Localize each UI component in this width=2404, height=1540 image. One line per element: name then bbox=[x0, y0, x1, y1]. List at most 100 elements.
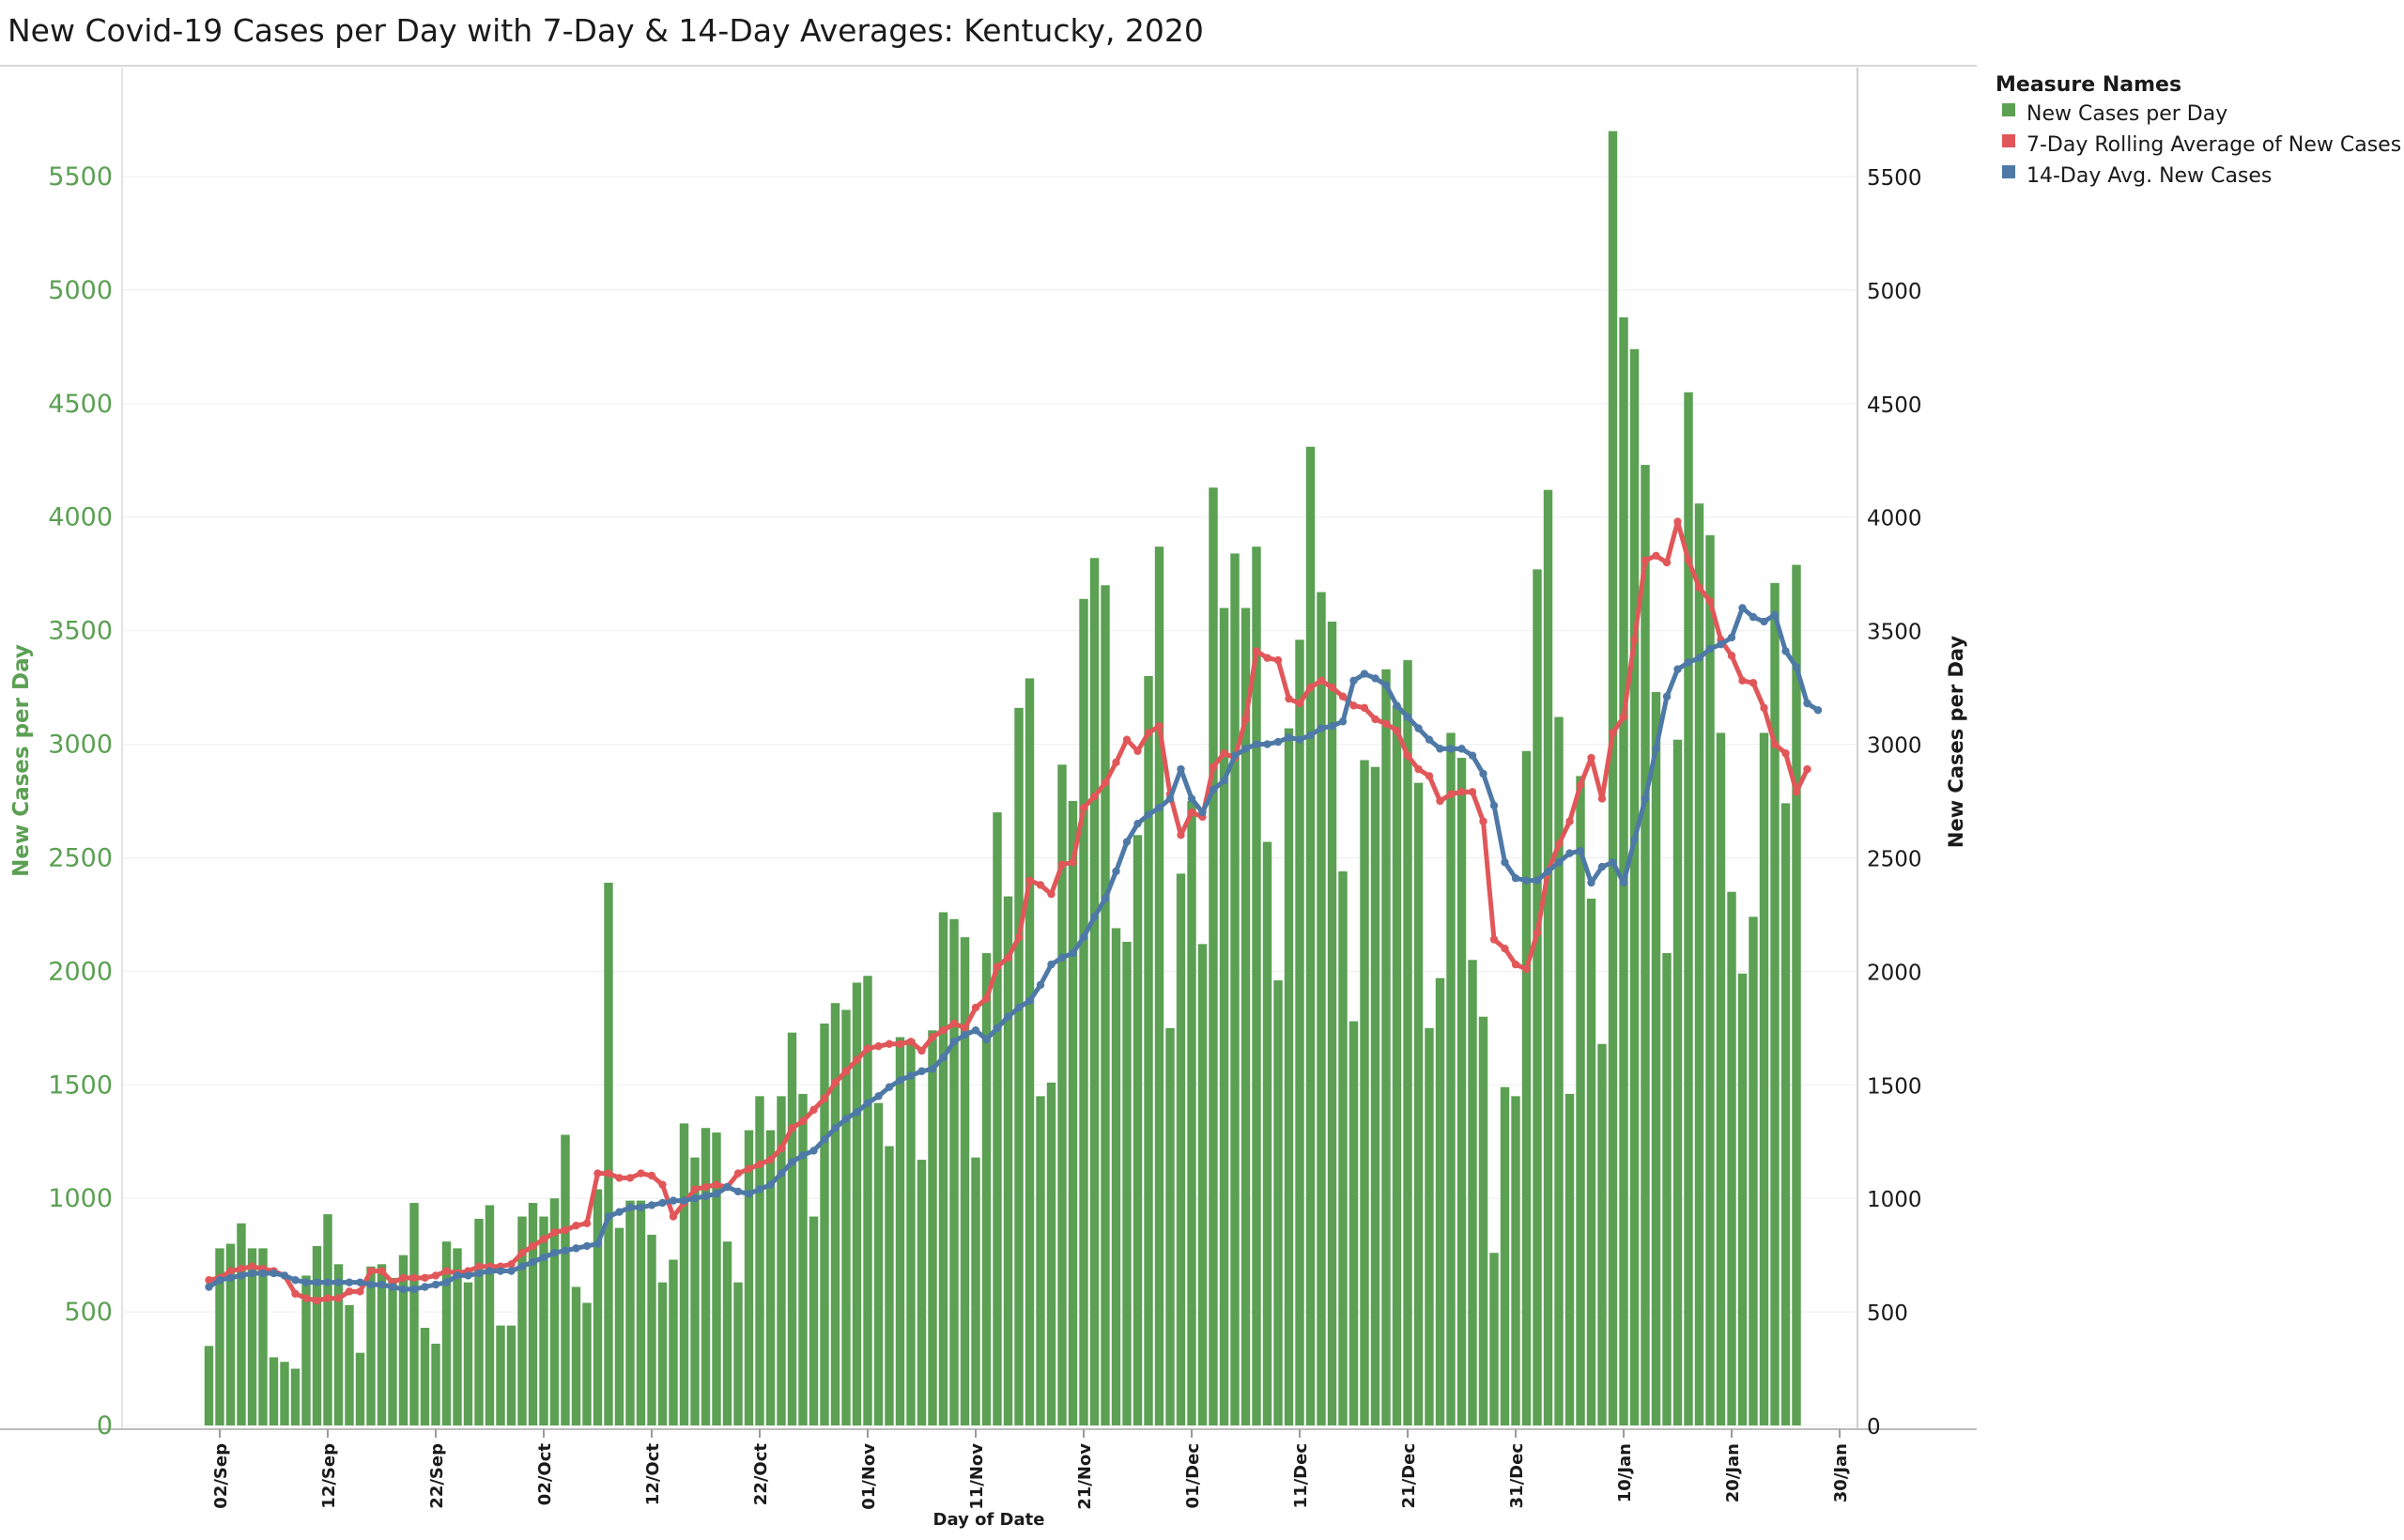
bar bbox=[258, 1248, 268, 1425]
point-7day bbox=[1446, 790, 1456, 798]
point-14day bbox=[1684, 658, 1693, 667]
point-7day bbox=[1695, 583, 1703, 592]
point-7day bbox=[1133, 747, 1142, 755]
point-7day bbox=[669, 1212, 678, 1221]
point-7day bbox=[1468, 788, 1477, 796]
bar bbox=[388, 1277, 397, 1425]
point-7day bbox=[1414, 764, 1423, 774]
bar bbox=[1749, 916, 1758, 1425]
point-7day bbox=[1522, 964, 1531, 974]
point-14day bbox=[982, 1035, 991, 1044]
legend-title: Measure Names bbox=[1996, 73, 2181, 97]
bar bbox=[1144, 676, 1153, 1425]
point-7day bbox=[1069, 858, 1077, 867]
bar bbox=[1348, 1021, 1359, 1425]
point-7day bbox=[1781, 749, 1790, 758]
bar bbox=[1327, 621, 1337, 1425]
point-7day bbox=[1587, 753, 1595, 762]
point-7day bbox=[1036, 881, 1045, 889]
legend-item-14day: 14-Day Avg. New Cases bbox=[2002, 164, 2272, 188]
point-14day bbox=[1695, 654, 1703, 662]
point-14day bbox=[1122, 838, 1132, 846]
bar bbox=[1554, 716, 1564, 1425]
point-7day bbox=[1760, 703, 1768, 713]
bar bbox=[528, 1203, 538, 1425]
bar bbox=[1672, 739, 1683, 1425]
bar bbox=[1770, 582, 1780, 1425]
point-7day bbox=[1381, 719, 1391, 728]
bar bbox=[1425, 1027, 1434, 1425]
right-y-axis-ticks: 0 500 1000 1500 2000 2500 3000 3500 4000 4500 5000… bbox=[1867, 166, 1922, 1440]
point-7day bbox=[1425, 772, 1434, 780]
bar bbox=[1662, 953, 1672, 1425]
bar bbox=[722, 1241, 732, 1425]
bar bbox=[1360, 760, 1369, 1425]
bar bbox=[1597, 1043, 1607, 1425]
point-14day bbox=[745, 1190, 753, 1198]
legend: Measure Names New Cases per Day 7-Day Ro… bbox=[1996, 73, 2401, 188]
y-tick-label-right: 1500 bbox=[1867, 1074, 1922, 1099]
y-tick-label-right: 3500 bbox=[1867, 621, 1922, 645]
point-14day bbox=[1047, 960, 1056, 969]
point-14day bbox=[820, 1135, 829, 1144]
point-14day bbox=[680, 1196, 688, 1205]
point-7day bbox=[1360, 703, 1369, 713]
point-14day bbox=[529, 1257, 537, 1267]
point-7day bbox=[1025, 876, 1034, 885]
bar bbox=[485, 1205, 495, 1425]
point-7day bbox=[366, 1267, 376, 1275]
point-7day bbox=[1597, 794, 1607, 803]
point-14day bbox=[1317, 724, 1326, 732]
point-14day bbox=[690, 1194, 700, 1203]
point-14day bbox=[442, 1278, 451, 1286]
left-y-axis-ticks: 0 500 1000 1500 2000 2500 3000 3500 4000 4500 5000… bbox=[48, 162, 113, 1440]
bar bbox=[1716, 732, 1726, 1425]
point-7day bbox=[1144, 729, 1153, 737]
point-14day bbox=[1544, 867, 1552, 876]
legend-label-7day: 7-Day Rolling Average of New Cases bbox=[2026, 133, 2401, 157]
point-14day bbox=[1489, 801, 1499, 810]
y-tick-label-left: 0 bbox=[97, 1411, 113, 1440]
point-7day bbox=[1004, 953, 1012, 962]
point-14day bbox=[496, 1267, 505, 1275]
point-14day bbox=[409, 1285, 419, 1294]
bar bbox=[453, 1248, 462, 1425]
y-tick-label-right: 5500 bbox=[1867, 166, 1922, 191]
y-axis-label-right: New Cases per Day bbox=[1945, 636, 1967, 849]
bar bbox=[1370, 766, 1380, 1425]
point-14day bbox=[1565, 849, 1574, 857]
point-7day bbox=[409, 1273, 419, 1283]
point-7day bbox=[1393, 726, 1401, 735]
y-tick-label-right: 5000 bbox=[1867, 280, 1922, 304]
point-7day bbox=[701, 1182, 710, 1192]
point-14day bbox=[215, 1276, 224, 1285]
point-7day bbox=[604, 1169, 613, 1178]
point-14day bbox=[1025, 996, 1034, 1006]
point-7day bbox=[1457, 788, 1466, 796]
point-7day bbox=[733, 1169, 743, 1178]
point-14day bbox=[1090, 913, 1099, 921]
bar bbox=[1122, 941, 1132, 1425]
point-14day bbox=[1338, 717, 1348, 726]
point-7day bbox=[615, 1174, 624, 1182]
point-7day bbox=[625, 1174, 635, 1182]
point-7day bbox=[301, 1294, 311, 1302]
point-14day bbox=[1144, 810, 1153, 819]
x-tick-label: 01/Dec bbox=[1183, 1443, 1203, 1508]
bar bbox=[852, 982, 862, 1425]
bar bbox=[1435, 978, 1445, 1425]
x-tick-label: 02/Oct bbox=[535, 1443, 555, 1506]
point-7day bbox=[593, 1169, 602, 1178]
point-14day bbox=[517, 1262, 527, 1270]
bar bbox=[1737, 973, 1748, 1425]
bar bbox=[517, 1216, 527, 1425]
point-7day bbox=[788, 1124, 796, 1132]
point-7day bbox=[226, 1267, 235, 1275]
point-14day bbox=[1069, 948, 1077, 958]
point-14day bbox=[863, 1099, 872, 1107]
point-14day bbox=[572, 1244, 580, 1253]
point-7day bbox=[356, 1287, 364, 1296]
point-14day bbox=[345, 1278, 354, 1286]
x-tick-label: 22/Sep bbox=[427, 1443, 447, 1509]
point-14day bbox=[205, 1283, 213, 1291]
